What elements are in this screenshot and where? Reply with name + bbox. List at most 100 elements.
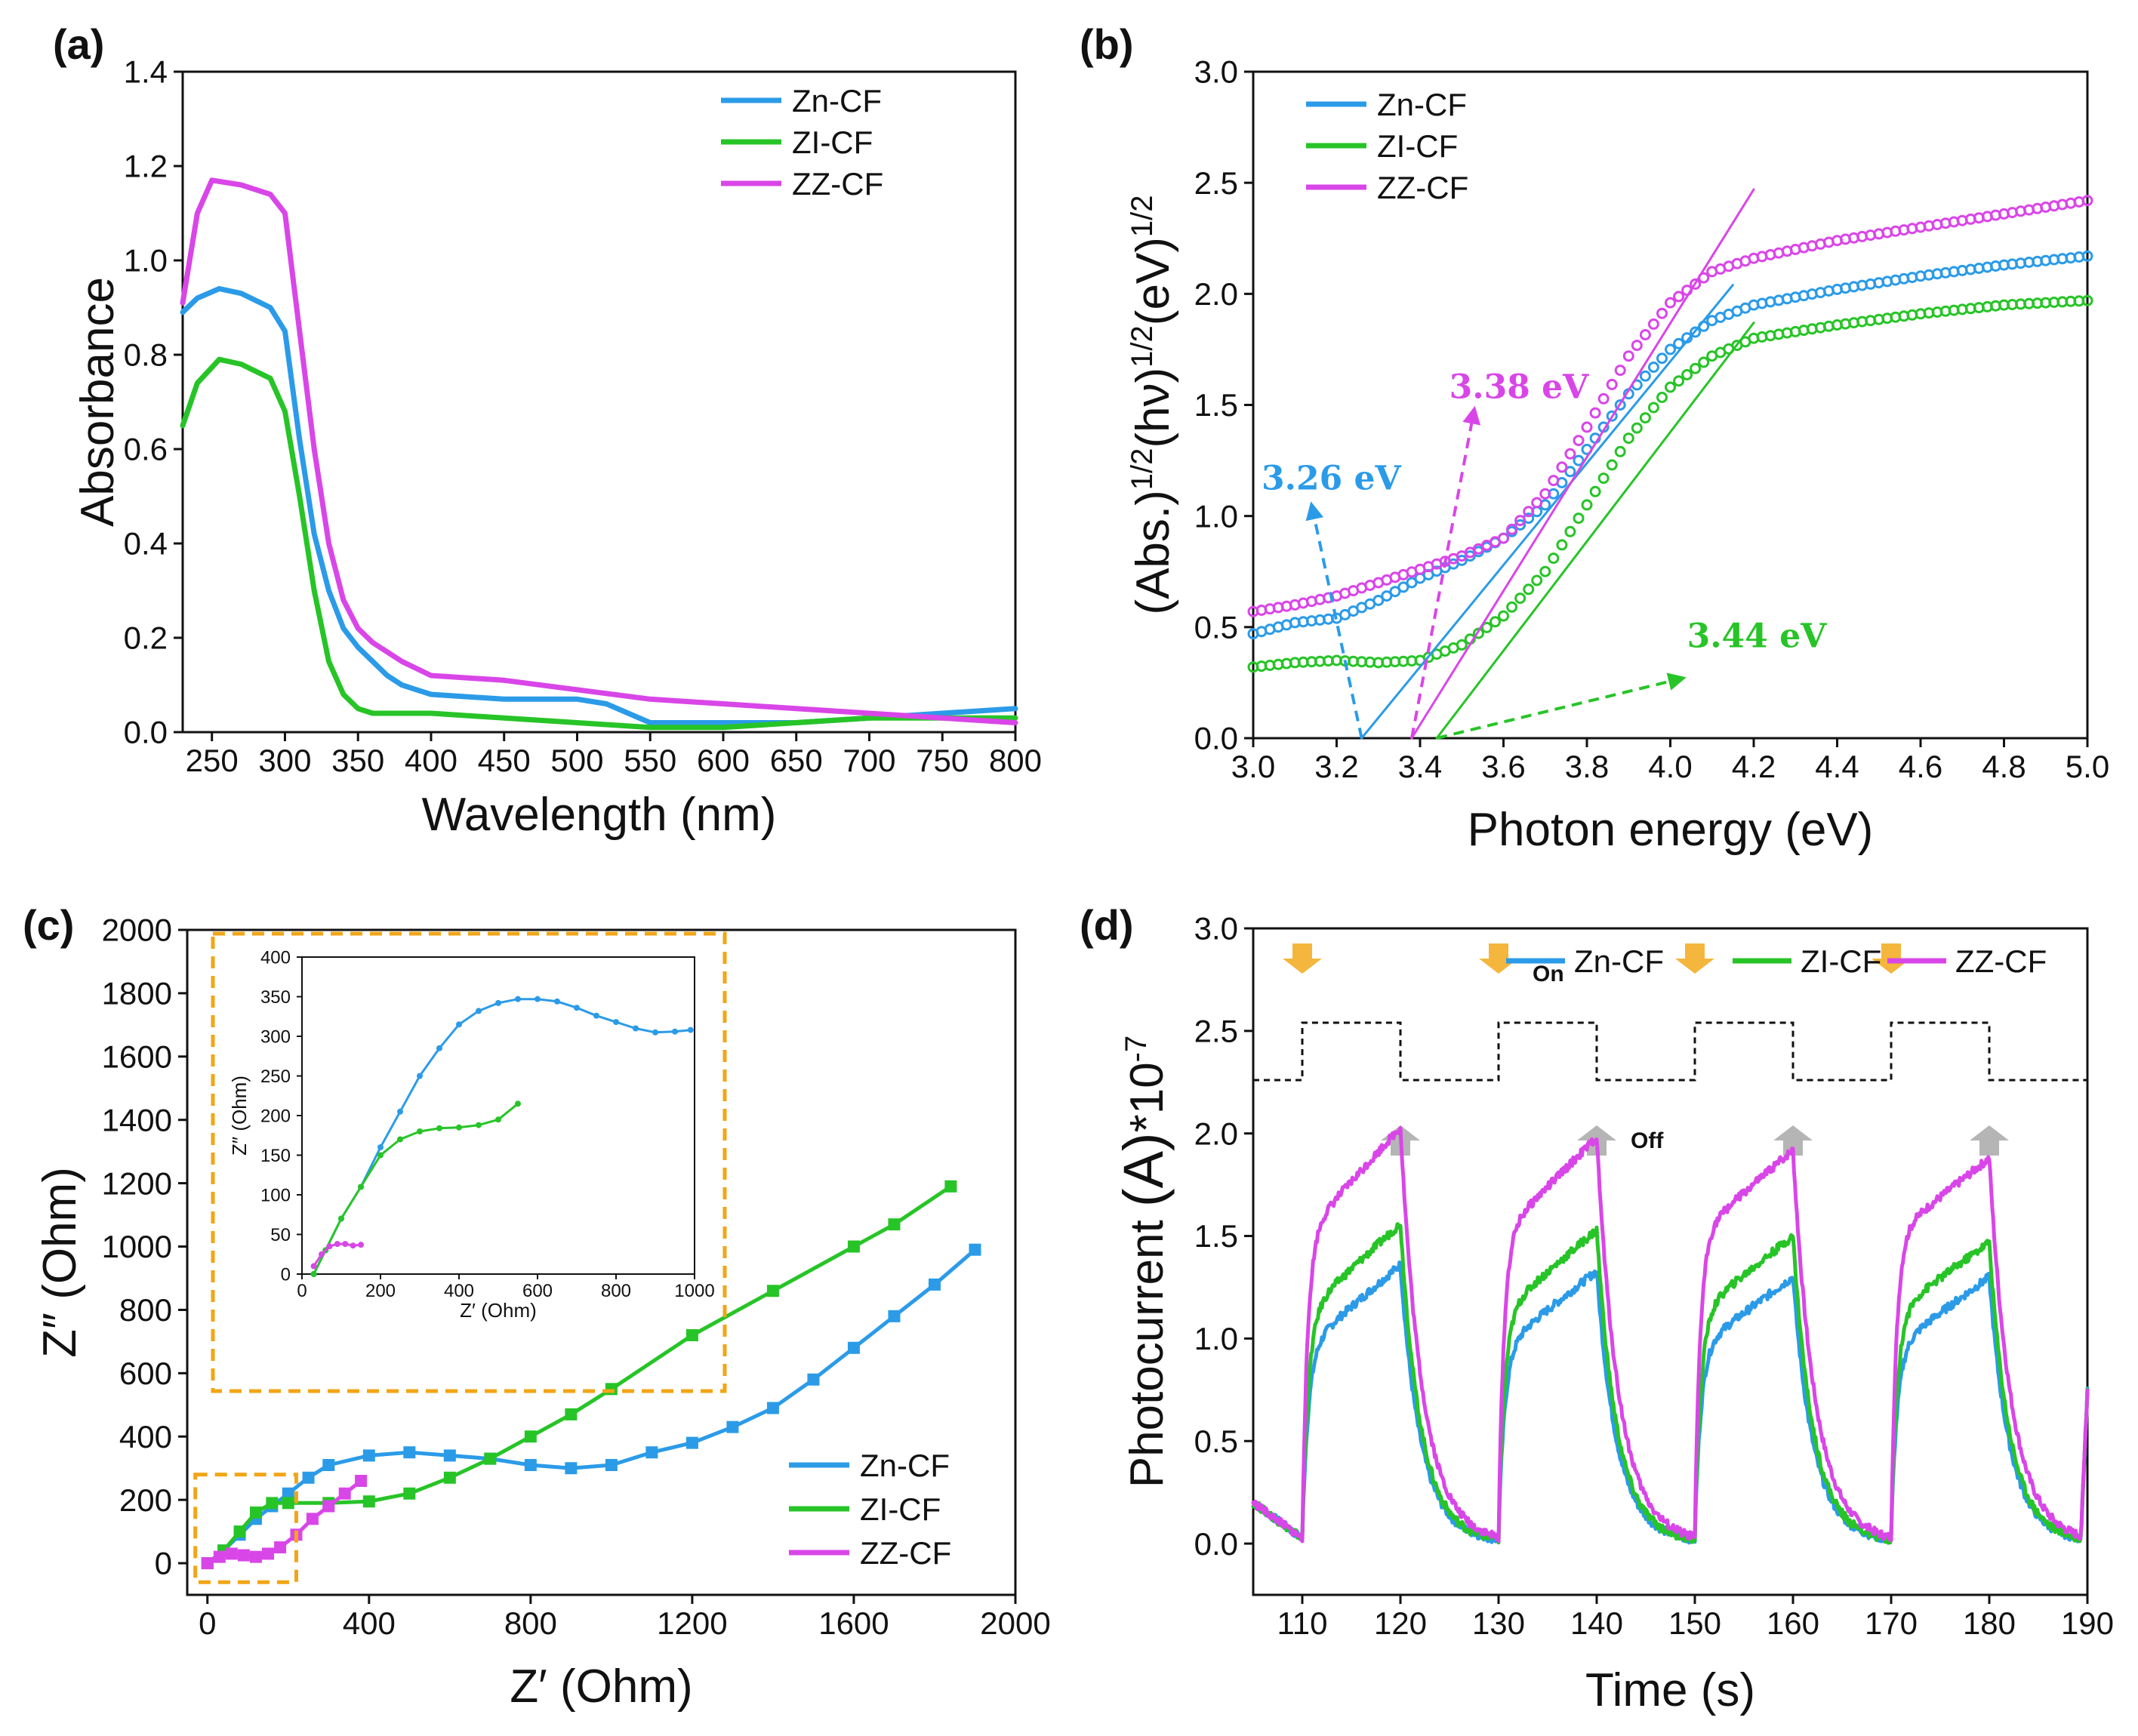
data-point [1514,515,1526,527]
fit-line-zn-cf [1360,284,1734,740]
data-marker [685,1436,698,1449]
y-tick-label: 3.0 [1194,54,1238,90]
inset-marker [334,1241,340,1248]
light-off-arrow [1970,1125,2009,1156]
data-point [1506,523,1518,535]
inset-plot: 0 200 400 600 800 1000 0 50 100 150 200 250 300 350 40… [228,947,715,1322]
x-tick-label: 3.2 [1314,749,1358,784]
data-point [1564,448,1576,460]
bandgap-arrow-zn-cf [1305,501,1363,739]
fit-line-zi-cf [1435,322,1755,740]
y-tick-label: 50 [270,1225,291,1245]
data-marker [443,1471,456,1484]
data-point [1490,616,1501,628]
x-tick-label: 130 [1472,1605,1525,1641]
panel-a: 250 300 350 400 450 500 550 600 650 700 750 800 0.0 0… [53,20,1042,841]
legend-label-zn-cf: Zn-CF [792,83,882,119]
legend-b: Zn-CF ZI-CF ZZ-CF [1306,87,1468,205]
inset-marker [495,999,501,1006]
data-marker [888,1310,901,1322]
x-tick-label: 1600 [818,1605,889,1641]
inset-marker [358,1242,364,1248]
data-marker [274,1541,287,1554]
inset-marker [456,1124,462,1131]
data-point [1573,512,1585,525]
y-tick-label: 200 [260,1106,291,1126]
y-axis-title-part: (A) [1112,1132,1175,1207]
x-tick-label: 3.8 [1565,749,1609,784]
data-point [1548,475,1560,487]
inset-marker [515,996,521,1002]
light-on-arrow [1675,943,1714,974]
data-point [1665,381,1676,393]
y-tick-label: 1.0 [124,243,168,279]
bandgap-label-zn-cf: 3.26 eV [1262,459,1401,497]
y-tick-label: 3.0 [1194,911,1238,946]
data-point [1531,497,1543,509]
data-marker [201,1557,214,1570]
data-marker [605,1383,618,1396]
y-tick-label: 0.4 [124,526,168,562]
y-tick-label: 1.5 [1194,387,1238,423]
data-marker [362,1449,375,1462]
data-marker [249,1550,262,1563]
data-point [1389,586,1401,598]
y-tick-label: 1600 [102,1039,172,1075]
x-tick-label: 150 [1668,1605,1721,1641]
data-point [1606,459,1618,471]
panel-letter-c: (c) [23,901,74,949]
series-zz-cf [1247,195,2093,617]
data-point [1698,356,1710,368]
data-point [1631,340,1643,352]
plot-frame [181,70,1017,734]
data-marker [645,1446,658,1459]
x-tick-label: 550 [624,743,676,778]
panel-b: 3.0 3.2 3.4 3.6 3.8 4.0 4.2 4.4 4.6 4.8 5.0 0.0 0.5 1… [1080,20,2109,856]
data-point [1656,392,1668,403]
data-marker [605,1458,618,1471]
legend-label-zz-cf: ZZ-CF [1377,170,1468,205]
inset-marker [613,1019,619,1026]
inset-marker [377,1152,384,1159]
data-marker [565,1462,578,1475]
data-point [1673,337,1685,349]
inset-marker [310,1271,317,1277]
x-tick-label: 650 [770,743,823,778]
data-point [1656,352,1668,365]
legend-label-zz-cf: ZZ-CF [792,166,883,202]
plot-frame [186,928,1017,1596]
data-point [1597,392,1610,405]
data-point [1690,326,1702,338]
inset-marker [377,1144,384,1150]
series-line-zn-cf [1251,1260,2090,1545]
x-tick-label: 4.4 [1815,749,1859,784]
data-point [1523,583,1535,596]
y-tick-label: 1800 [102,976,172,1011]
x-axis-title: Photon energy (eV) [1468,804,1874,856]
data-point [1656,307,1668,319]
y-tick-label: 400 [260,947,291,968]
data-marker [338,1487,351,1500]
x-axis-title: Wavelength (nm) [422,789,777,841]
x-tick-label: 4.0 [1648,749,1692,784]
inset-line-zi-cf [313,1102,519,1276]
data-marker [565,1408,578,1421]
inset-marker [310,1263,317,1270]
data-point [1606,410,1618,422]
plot-frame [1252,927,2089,1596]
y-tick-label: 0.0 [124,715,168,750]
y-tick-label: 0.2 [124,620,168,656]
series-zi-cf [1247,294,2093,673]
panel-d: 110 120 130 140 150 160 170 180 190 0.0 0.5 1.0 1.5 2… [1080,901,2114,1716]
inset-y-title: Z″ (Ohm) [228,1076,251,1156]
data-point [1514,519,1526,531]
x-tick-label: 110 [1277,1605,1328,1641]
data-marker [237,1549,250,1562]
x-tick-label: 1000 [674,1281,714,1301]
series-line-zi-cf [1251,1222,2090,1545]
legend-label-zn-cf: Zn-CF [860,1448,950,1483]
inset-marker [350,1242,356,1249]
inset-marker [672,1028,678,1035]
inset-marker [495,1116,501,1123]
data-point [1372,595,1385,606]
